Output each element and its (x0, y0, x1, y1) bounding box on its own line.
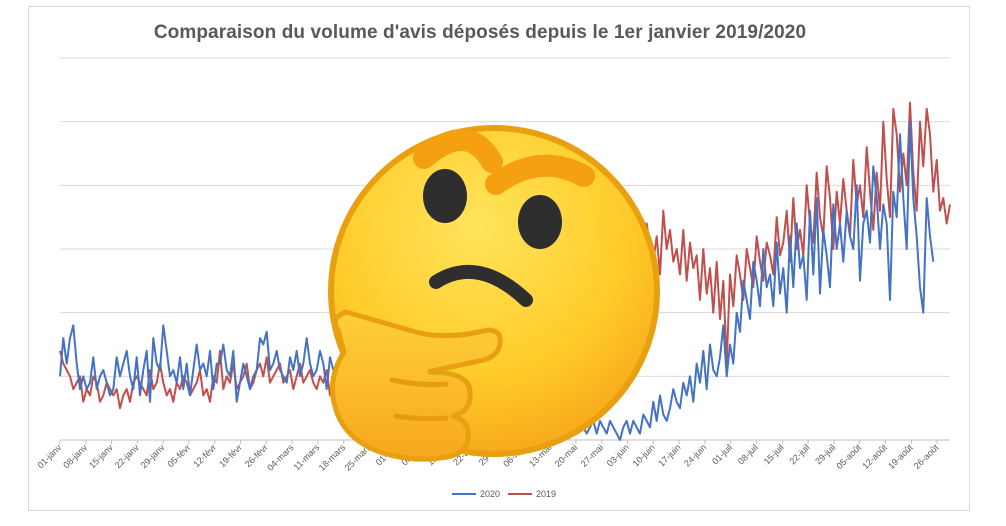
right-eye (518, 195, 562, 249)
legend-label-2020: 2020 (480, 489, 500, 499)
finger-crease-2 (393, 413, 449, 422)
right-eyebrow (485, 154, 595, 195)
finger-crease-1 (389, 377, 449, 387)
legend: 2020 2019 (452, 489, 556, 499)
chart-title: Comparaison du volume d'avis déposés dep… (153, 22, 807, 43)
left-eye (423, 169, 467, 223)
mouth (429, 264, 533, 307)
legend-label-2019: 2019 (536, 489, 556, 499)
left-eyebrow (413, 129, 503, 173)
